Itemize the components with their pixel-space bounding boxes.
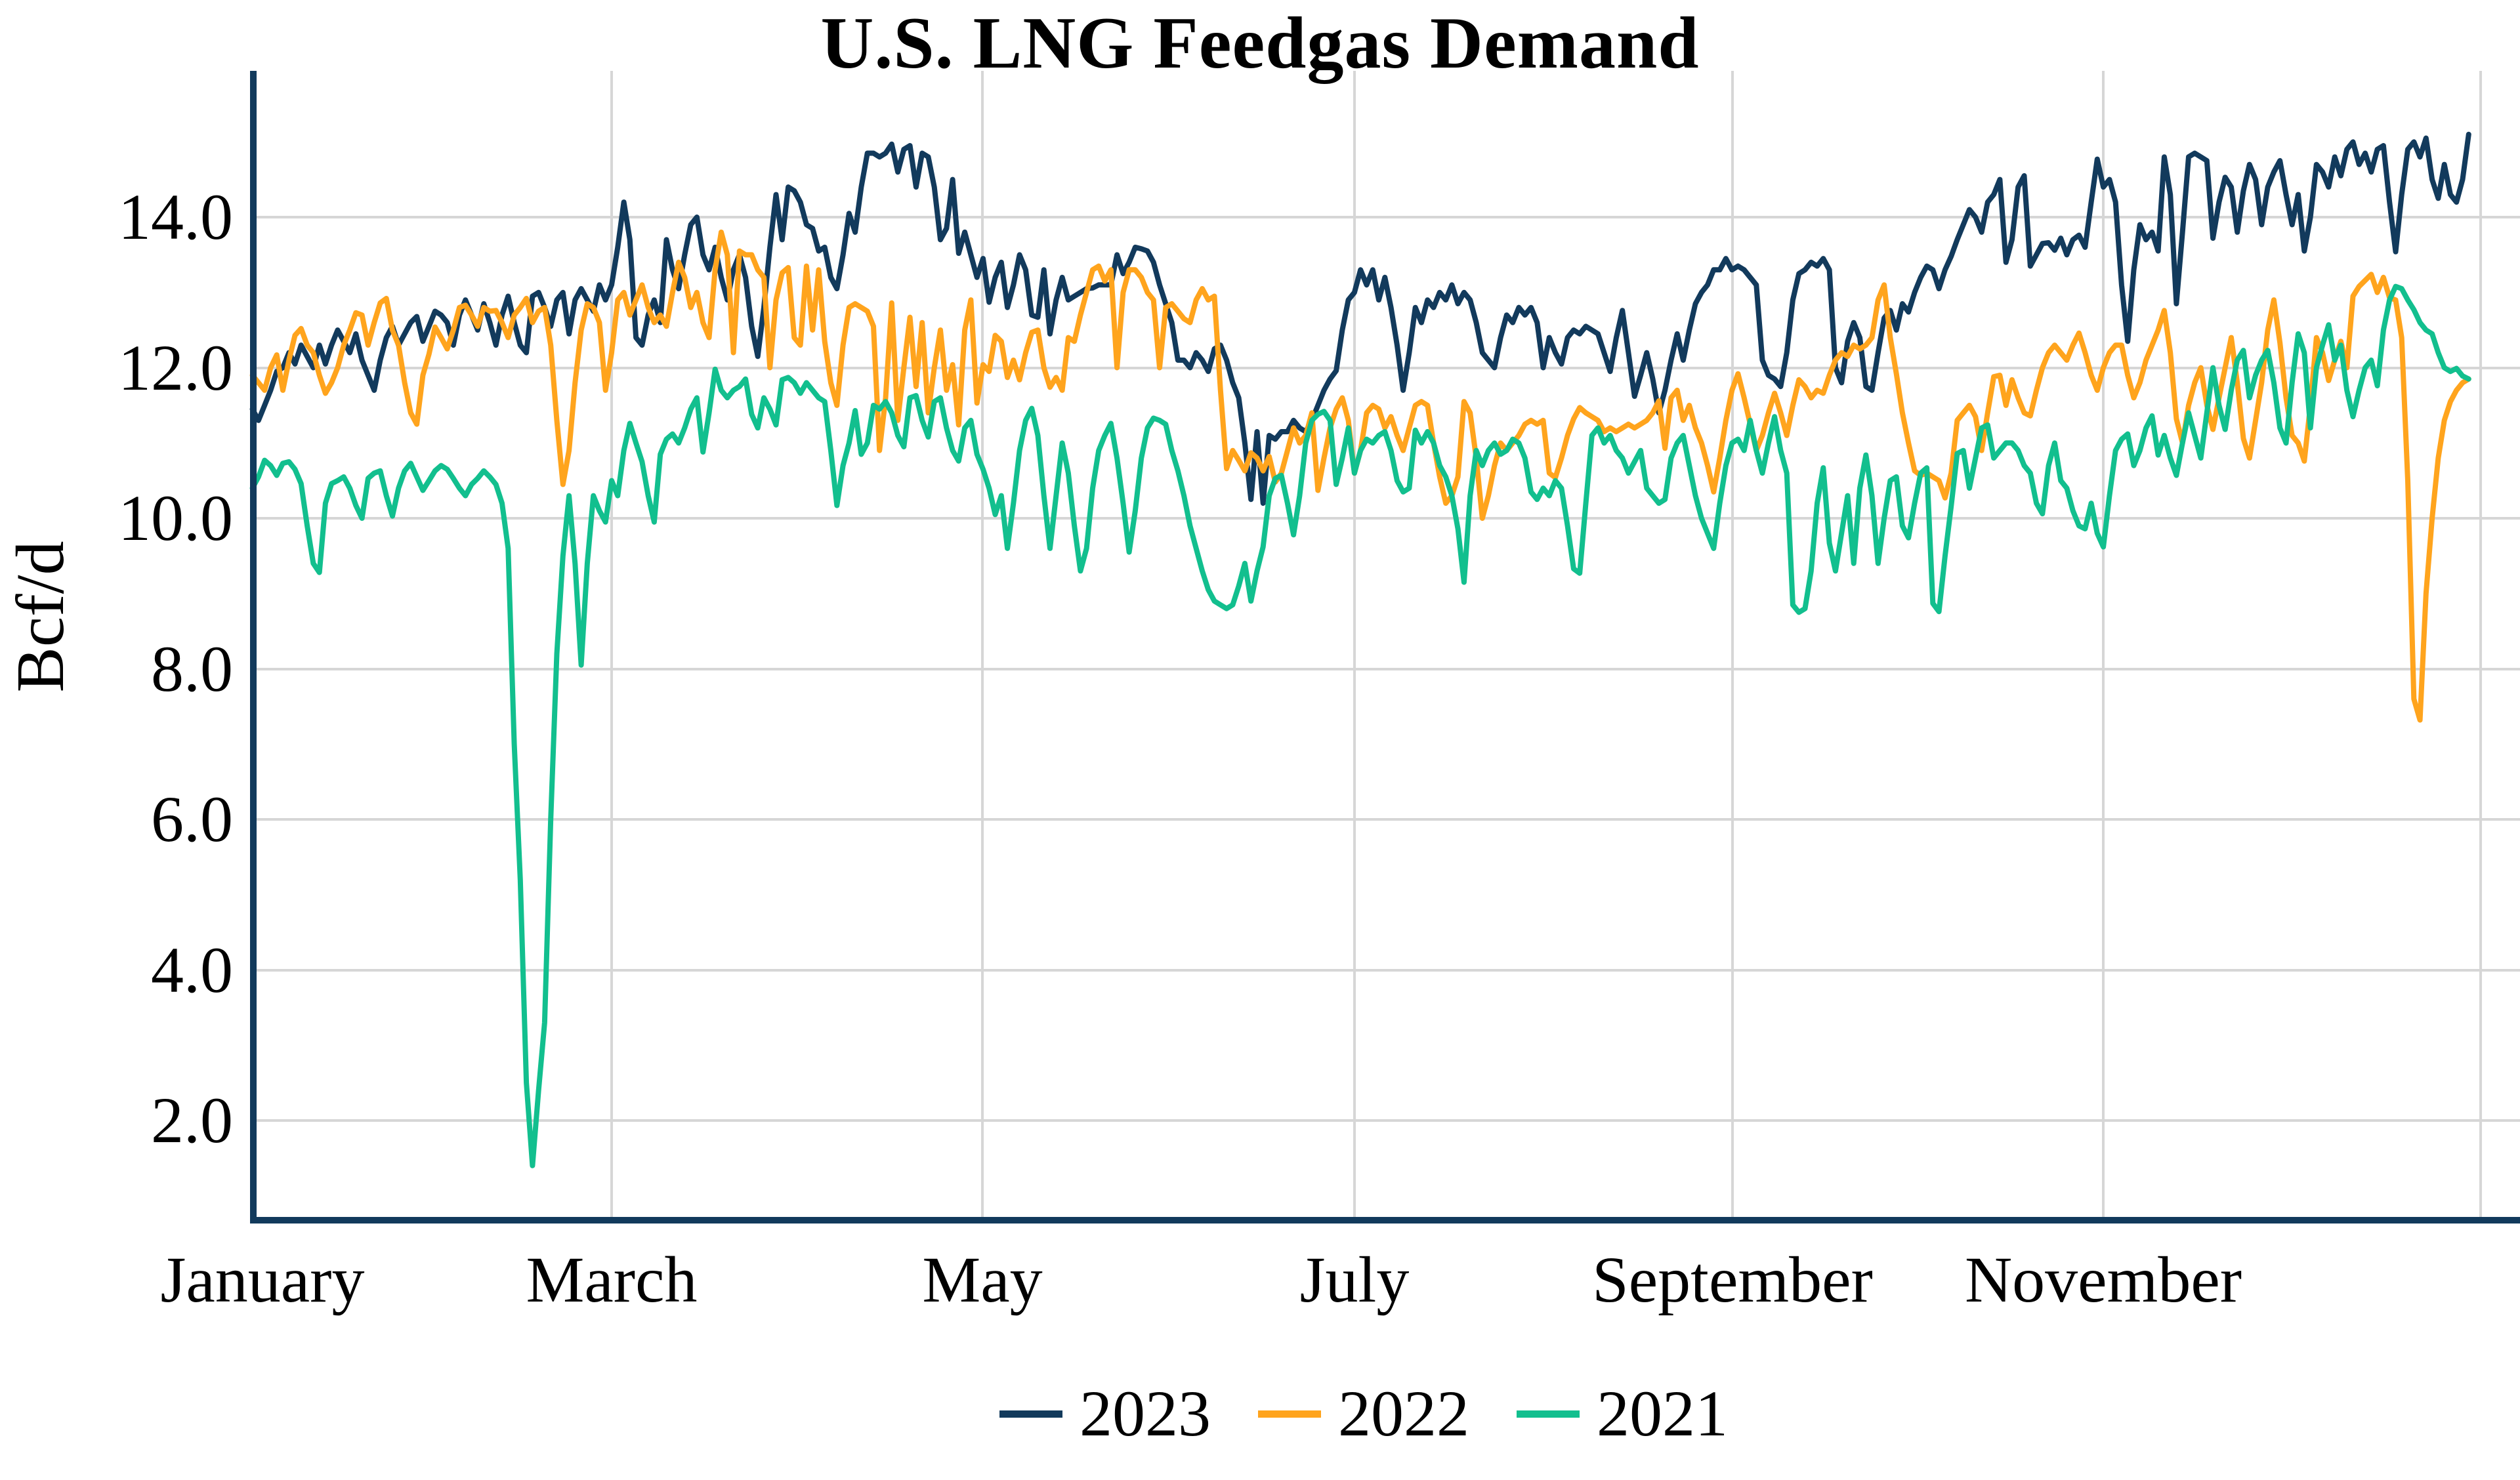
- y-tick-6: 6.0: [151, 783, 233, 855]
- legend-swatch-2021: [1517, 1410, 1580, 1418]
- left-spine: [250, 71, 257, 1223]
- x-tick-september: September: [1592, 1243, 1873, 1316]
- line-2021: [249, 283, 2471, 1168]
- legend-swatch-2023: [999, 1410, 1062, 1418]
- legend-label-2023: 2023: [1080, 1377, 1211, 1450]
- y-tick-2: 2.0: [151, 1084, 233, 1157]
- x-tick-january: January: [160, 1243, 365, 1316]
- x-tick-may: May: [922, 1243, 1043, 1316]
- y-tick-12: 12.0: [118, 331, 233, 404]
- y-tick-4: 4.0: [151, 934, 233, 1006]
- vertical-gridlines: [610, 71, 2482, 1219]
- horizontal-gridlines: [256, 216, 2520, 1122]
- line-2023: [249, 131, 2471, 506]
- x-tick-november: November: [1964, 1243, 2242, 1316]
- legend-swatch-2022: [1258, 1410, 1321, 1418]
- legend-item-2022: 2022: [1258, 1374, 1469, 1453]
- legend: 2023 2022 2021: [999, 1374, 1728, 1453]
- axis-spines: [250, 71, 2520, 1223]
- x-tick-july: July: [1299, 1243, 1410, 1316]
- y-tick-10: 10.0: [118, 482, 233, 554]
- chart-title: U.S. LNG Feedgas Demand: [820, 3, 1700, 84]
- bottom-spine: [250, 1217, 2520, 1223]
- x-tick-march: March: [526, 1243, 698, 1316]
- legend-item-2021: 2021: [1517, 1374, 1728, 1453]
- legend-item-2023: 2023: [999, 1374, 1211, 1453]
- y-tick-8: 8.0: [151, 632, 233, 705]
- legend-label-2022: 2022: [1338, 1377, 1469, 1450]
- legend-label-2021: 2021: [1597, 1377, 1728, 1450]
- y-tick-14: 14.0: [118, 180, 233, 253]
